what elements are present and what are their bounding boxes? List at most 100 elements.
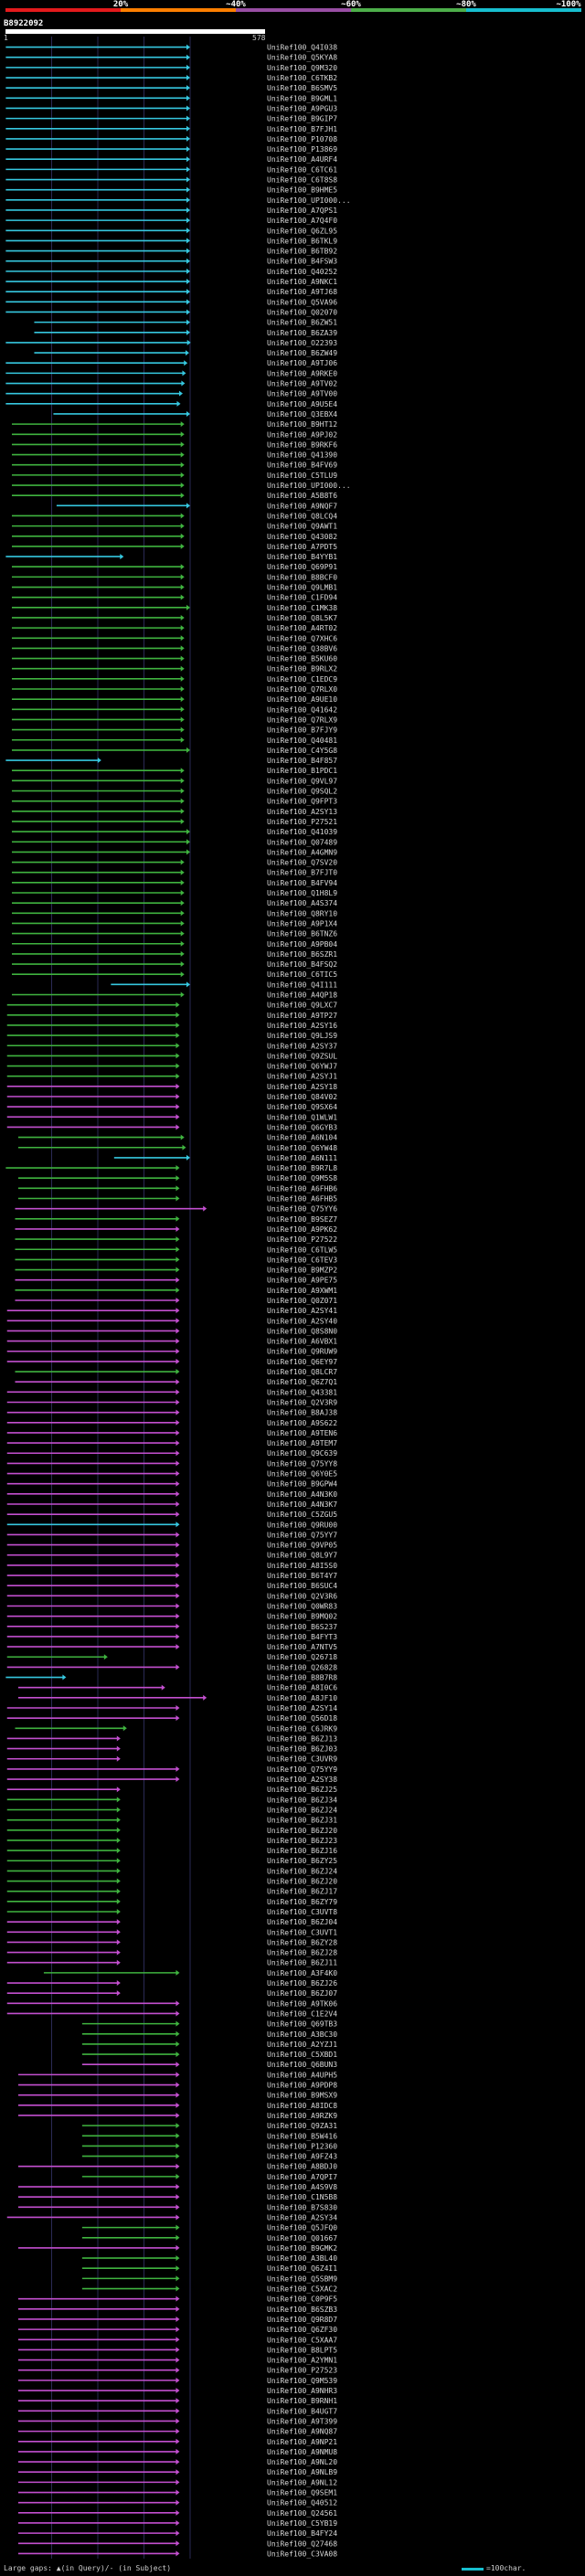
hit-row[interactable]: UniRef100_P27523	[17, 2367, 337, 2375]
hit-row[interactable]: UniRef100_B7S830	[17, 2203, 337, 2211]
hit-id-label[interactable]: UniRef100_A2SY34	[267, 2213, 337, 2221]
hit-row[interactable]: UniRef100_A9NL12	[17, 2478, 337, 2486]
hit-row[interactable]: UniRef100_C1N5B8	[17, 2193, 337, 2201]
hit-id-label[interactable]: UniRef100_C3UVT8	[267, 1908, 337, 1916]
hit-row[interactable]: UniRef100_Q7XHC6	[11, 634, 337, 642]
hit-id-label[interactable]: UniRef100_C1EDC9	[267, 675, 337, 684]
hit-id-label[interactable]: UniRef100_A4URF4	[267, 155, 337, 164]
hit-id-label[interactable]: UniRef100_Q40252	[267, 268, 337, 276]
hit-id-label[interactable]: UniRef100_Q9R8D7	[267, 2316, 337, 2324]
hit-id-label[interactable]: UniRef100_Q26828	[267, 1663, 337, 1671]
hit-row[interactable]: UniRef100_A3F4K0	[43, 1969, 337, 1977]
hit-row[interactable]: UniRef100_Q0WR83	[6, 1602, 337, 1610]
hit-row[interactable]: UniRef100_B6ZY79	[6, 1898, 337, 1906]
hit-row[interactable]: UniRef100_A9NP21	[17, 2438, 337, 2446]
hit-id-label[interactable]: UniRef100_Q7XHC6	[267, 634, 337, 642]
hit-id-label[interactable]: UniRef100_Q24561	[267, 2509, 337, 2518]
hit-id-label[interactable]: UniRef100_Q8L5K7	[267, 614, 337, 622]
hit-row[interactable]: UniRef100_C5YB19	[17, 2519, 337, 2528]
hit-row[interactable]: UniRef100_Q3EBX4	[53, 410, 337, 419]
hit-row[interactable]: UniRef100_B9MSX9	[17, 2092, 337, 2100]
hit-row[interactable]: UniRef100_B6ZJ20	[6, 1878, 337, 1886]
hit-row[interactable]: UniRef100_B9MZP2	[15, 1267, 337, 1275]
hit-id-label[interactable]: UniRef100_A4S374	[267, 899, 337, 907]
hit-id-label[interactable]: UniRef100_Q8L9Y7	[267, 1552, 337, 1560]
hit-row[interactable]: UniRef100_B6ZY28	[6, 1938, 337, 1946]
hit-row[interactable]: UniRef100_B6ZJ24	[6, 1806, 337, 1814]
hit-row[interactable]: UniRef100_C3UVR9	[6, 1755, 337, 1764]
hit-row[interactable]: UniRef100_B6ZJ16	[6, 1847, 337, 1855]
hit-row[interactable]: UniRef100_Q9C639	[6, 1449, 337, 1458]
hit-row[interactable]: UniRef100_B9GPW4	[6, 1480, 337, 1489]
hit-id-label[interactable]: UniRef100_P27522	[267, 1235, 337, 1244]
hit-row[interactable]: UniRef100_Q43082	[11, 533, 337, 541]
hit-id-label[interactable]: UniRef100_B6SUC4	[267, 1582, 337, 1590]
hit-row[interactable]: UniRef100_P27521	[11, 818, 337, 826]
hit-id-label[interactable]: UniRef100_A9NLB9	[267, 2468, 337, 2476]
hit-id-label[interactable]: UniRef100_UPI000...	[267, 196, 351, 205]
hit-id-label[interactable]: UniRef100_C6TLW5	[267, 1246, 337, 1254]
hit-row[interactable]: UniRef100_Q02070	[5, 308, 337, 316]
hit-id-label[interactable]: UniRef100_Q9M539	[267, 2377, 337, 2385]
hit-row[interactable]: UniRef100_B6ZJ13	[6, 1734, 337, 1743]
hit-id-label[interactable]: UniRef100_B4FV94	[267, 879, 337, 887]
hit-id-label[interactable]: UniRef100_A3BC30	[267, 2030, 337, 2039]
hit-row[interactable]: UniRef100_B8LPT5	[17, 2346, 337, 2354]
hit-id-label[interactable]: UniRef100_Q9VP05	[267, 1542, 337, 1550]
hit-id-label[interactable]: UniRef100_C3UVR9	[267, 1755, 337, 1764]
hit-id-label[interactable]: UniRef100_Q56D18	[267, 1714, 337, 1723]
hit-row[interactable]: UniRef100_A9NL20	[17, 2458, 337, 2466]
hit-id-label[interactable]: UniRef100_A2YZJ1	[267, 2041, 337, 2049]
hit-id-label[interactable]: UniRef100_B9GMK2	[267, 2244, 337, 2253]
hit-id-label[interactable]: UniRef100_B7S830	[267, 2203, 337, 2211]
hit-row[interactable]: UniRef100_Q56D18	[6, 1714, 337, 1723]
hit-row[interactable]: UniRef100_B4F857	[5, 757, 337, 765]
hit-row[interactable]: UniRef100_Q01667	[81, 2234, 337, 2242]
hit-row[interactable]: UniRef100_Q41390	[11, 451, 337, 460]
hit-id-label[interactable]: UniRef100_A4RT02	[267, 624, 337, 632]
hit-id-label[interactable]: UniRef100_A9NQ87	[267, 2428, 337, 2436]
hit-id-label[interactable]: UniRef100_O22393	[267, 339, 337, 347]
hit-id-label[interactable]: UniRef100_Q8LCR7	[267, 1368, 337, 1376]
hit-row[interactable]: UniRef100_B4UGT7	[17, 2407, 337, 2415]
hit-row[interactable]: UniRef100_Q9ZA31	[81, 2122, 337, 2130]
hit-row[interactable]: UniRef100_A9RZK9	[17, 2112, 337, 2120]
hit-id-label[interactable]: UniRef100_B9RLX2	[267, 665, 337, 673]
hit-row[interactable]: UniRef100_C6TIC5	[11, 970, 337, 979]
hit-id-label[interactable]: UniRef100_Q6Z4I1	[267, 2264, 337, 2273]
hit-row[interactable]: UniRef100_B6ZJ26	[6, 1979, 337, 1988]
hit-row[interactable]: UniRef100_A9XWM1	[15, 1287, 337, 1295]
hit-row[interactable]: UniRef100_A9PK62	[15, 1225, 337, 1234]
hit-id-label[interactable]: UniRef100_A9XWM1	[267, 1287, 337, 1295]
hit-id-label[interactable]: UniRef100_B9GPW4	[267, 1480, 337, 1489]
hit-row[interactable]: UniRef100_C5TLU9	[11, 472, 337, 480]
hit-id-label[interactable]: UniRef100_A9NQF7	[267, 502, 337, 510]
hit-row[interactable]: UniRef100_C6JRK9	[15, 1724, 337, 1733]
hit-id-label[interactable]: UniRef100_Q6ZF30	[267, 2326, 337, 2334]
hit-id-label[interactable]: UniRef100_Q9RUW9	[267, 1348, 337, 1356]
hit-id-label[interactable]: UniRef100_B8B7R8	[267, 1674, 337, 1682]
hit-row[interactable]: UniRef100_C6TLW5	[15, 1246, 337, 1254]
hit-row[interactable]: UniRef100_A9UE10	[11, 695, 337, 704]
hit-id-label[interactable]: UniRef100_B6S237	[267, 1623, 337, 1631]
hit-row[interactable]: UniRef100_A2YZJ1	[81, 2041, 337, 2049]
hit-row[interactable]: UniRef100_Q9LJS9	[6, 1032, 337, 1040]
hit-row[interactable]: UniRef100_A9FZ43	[81, 2153, 337, 2161]
hit-id-label[interactable]: UniRef100_A9UE10	[267, 695, 337, 704]
hit-row[interactable]: UniRef100_A7Q4F0	[5, 217, 337, 225]
hit-row[interactable]: UniRef100_Q7SV20	[11, 859, 337, 867]
hit-id-label[interactable]: UniRef100_B9HT12	[267, 420, 337, 429]
hit-id-label[interactable]: UniRef100_Q7RLX0	[267, 685, 337, 694]
hit-id-label[interactable]: UniRef100_Q5SBM9	[267, 2274, 337, 2283]
hit-row[interactable]: UniRef100_C3VA08	[17, 2549, 337, 2558]
hit-row[interactable]: UniRef100_A5B8T6	[11, 492, 337, 500]
hit-id-label[interactable]: UniRef100_A9PGU3	[267, 104, 337, 112]
hit-row[interactable]: UniRef100_Q07489	[11, 838, 337, 846]
hit-row[interactable]: UniRef100_A8JF10	[17, 1694, 337, 1702]
hit-id-label[interactable]: UniRef100_B6SZR1	[267, 950, 337, 959]
hit-row[interactable]: UniRef100_Q2V3R9	[6, 1398, 337, 1406]
hit-row[interactable]: UniRef100_A9NMU8	[17, 2448, 337, 2456]
hit-row[interactable]: UniRef100_P13869	[5, 145, 337, 154]
hit-id-label[interactable]: UniRef100_A4QP18	[267, 991, 337, 1000]
hit-row[interactable]: UniRef100_C5XAC2	[81, 2285, 337, 2294]
